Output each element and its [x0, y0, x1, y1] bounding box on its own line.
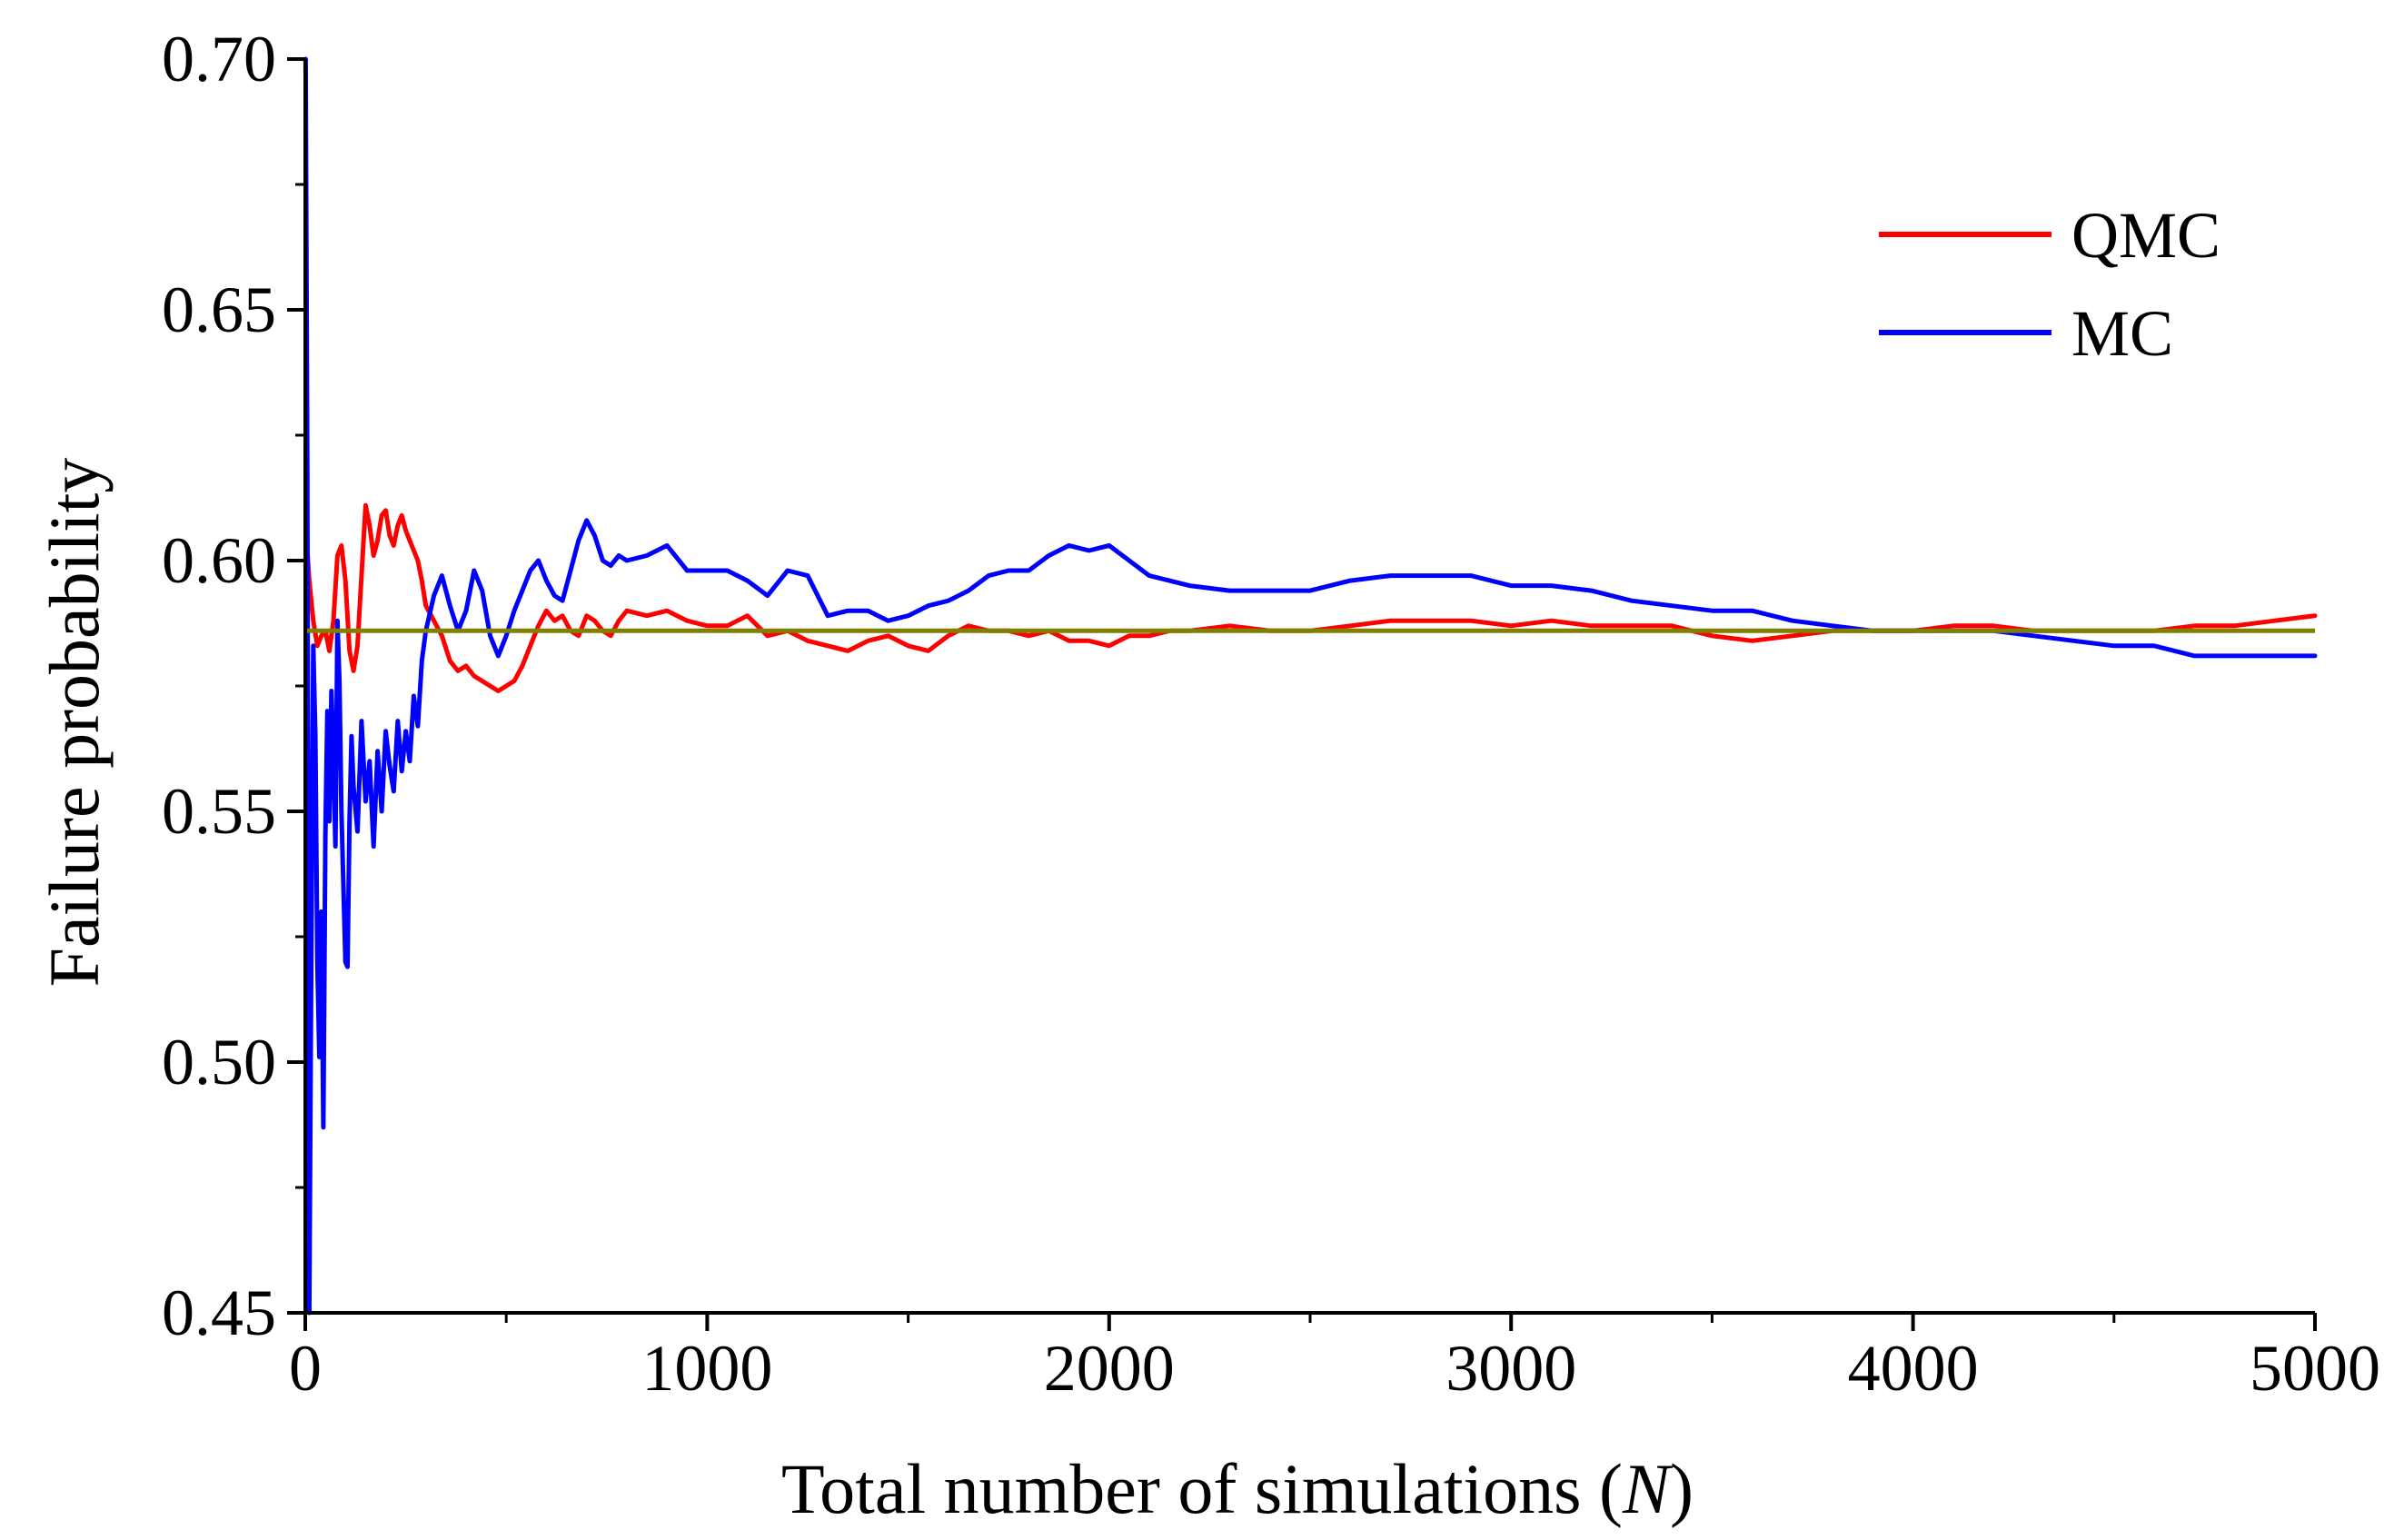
x-tick-label: 1000	[641, 1332, 772, 1405]
series-layer	[303, 56, 2318, 1316]
y-axis-title: Failure probability	[35, 458, 114, 988]
x-axis-title-text: Total number of simulations (	[781, 1449, 1623, 1528]
y-tick-label: 0.65	[162, 273, 276, 346]
y-tick-label: 0.50	[162, 1026, 276, 1098]
series-line-mc	[303, 56, 2318, 1316]
x-axis-title-variable: N	[1622, 1449, 1674, 1528]
x-tick-label: 0	[289, 1332, 322, 1405]
x-tick-label: 2000	[1044, 1332, 1175, 1405]
series-line-qmc	[303, 502, 2318, 693]
x-tick-label: 4000	[1848, 1332, 1979, 1405]
y-tick-label: 0.70	[162, 23, 276, 95]
x-axis-title: Total number of simulations (N)	[781, 1449, 1694, 1528]
axes-layer	[287, 57, 2317, 1331]
legend-label-qmc: QMC	[2071, 199, 2220, 272]
x-tick-label: 3000	[1445, 1332, 1576, 1405]
labels-layer: 0 1000 2000 3000 4000 5000 0.45 0.50 0.55 0.60 0.6…	[35, 23, 2380, 1528]
legend: QMC MC	[1879, 199, 2220, 370]
y-tick-label: 0.60	[162, 524, 276, 597]
y-tick-label: 0.45	[162, 1277, 276, 1349]
x-axis-title-end: )	[1670, 1449, 1694, 1528]
y-tick-label: 0.55	[162, 775, 276, 848]
legend-label-mc: MC	[2071, 297, 2173, 370]
x-tick-label: 5000	[2250, 1332, 2380, 1405]
